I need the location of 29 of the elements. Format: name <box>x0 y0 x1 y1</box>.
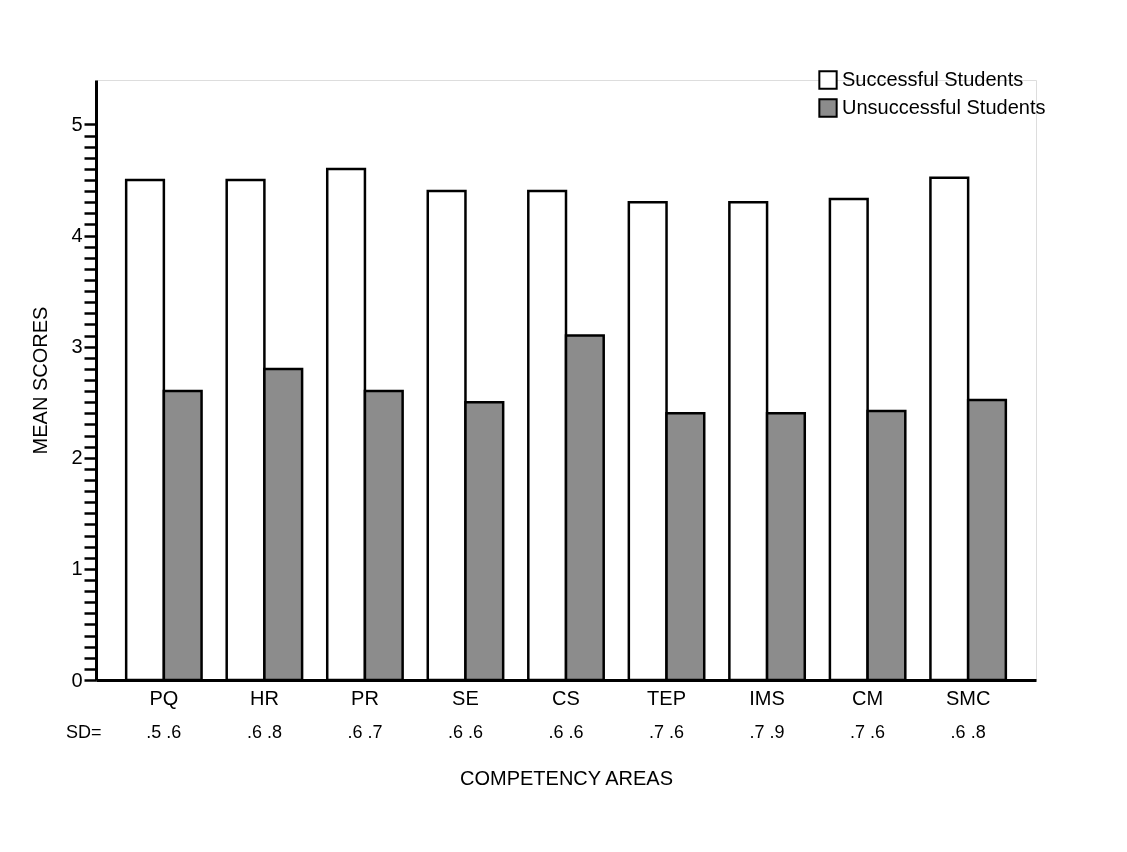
x-axis-title: COMPETENCY AREAS <box>459 766 674 789</box>
y-tick-label: 2 <box>71 446 83 469</box>
text: .7 .9 <box>749 722 785 742</box>
y-tick-label: 4 <box>71 224 83 247</box>
text: .6 .8 <box>950 722 986 742</box>
y-tick-label: 3 <box>71 335 83 358</box>
x-tick-label: IMS <box>749 686 785 709</box>
legend-label: Successful Students <box>842 68 1024 90</box>
y-tick-label: 1 <box>71 557 83 580</box>
text: .6 .8 <box>246 722 282 742</box>
text: .6 .6 <box>548 722 584 742</box>
x-tick-label: CM <box>852 686 884 709</box>
text: .5 .6 <box>146 722 182 742</box>
y-axis-title: MEAN SCORES <box>29 306 52 455</box>
text: .6 .7 <box>347 722 383 742</box>
x-tick-label: CS <box>552 686 580 709</box>
x-tick-label: PR <box>351 686 379 709</box>
x-tick-label: HR <box>249 686 279 709</box>
x-tick-label: SMC <box>945 686 991 709</box>
text: .7 .6 <box>649 722 685 742</box>
y-tick-label: 5 <box>71 112 83 135</box>
legend-label: Unsuccessful Students <box>842 96 1046 118</box>
x-tick-label: SE <box>452 686 479 709</box>
y-tick-label: 0 <box>71 668 83 691</box>
text: SD= <box>66 722 102 742</box>
x-tick-label: TEP <box>647 686 686 709</box>
text: .6 .6 <box>447 722 483 742</box>
x-tick-label: PQ <box>149 686 179 709</box>
text: .7 .6 <box>850 722 886 742</box>
